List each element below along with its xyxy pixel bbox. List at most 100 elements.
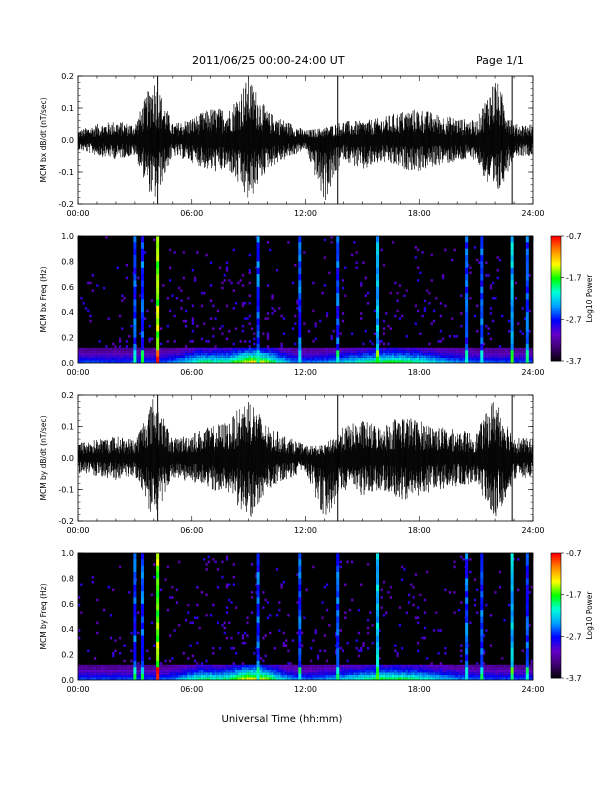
spectrogram-stripe xyxy=(525,610,529,617)
spectrogram-cell xyxy=(82,360,85,363)
spectrogram-cell xyxy=(407,357,411,361)
spectrogram-cell xyxy=(178,357,181,361)
spectrogram-cell xyxy=(405,672,408,675)
spectrogram-cell xyxy=(123,664,126,668)
spectrogram-cell xyxy=(446,352,449,356)
spectrogram-cell xyxy=(246,616,249,620)
spectrogram-cell xyxy=(501,677,504,680)
spectrogram-cell xyxy=(109,677,113,680)
spectrogram-cell xyxy=(282,677,286,680)
spectrogram-cell xyxy=(530,664,533,668)
spectrogram-cell xyxy=(341,347,345,351)
y-tick-label: 0.8 xyxy=(61,257,74,266)
spectrogram-cell xyxy=(448,350,452,353)
spectrogram-cell xyxy=(355,355,358,358)
spectrogram-cell xyxy=(198,357,201,361)
spectrogram-cell xyxy=(494,591,497,594)
spectrogram-cell xyxy=(137,667,140,670)
spectrogram-cell xyxy=(187,357,190,361)
spectrogram-cell xyxy=(234,347,238,351)
spectrogram-cell xyxy=(180,677,183,680)
spectrogram-cell xyxy=(353,360,356,363)
spectrogram-cell xyxy=(184,674,188,678)
spectrogram-cell xyxy=(159,677,163,680)
spectrogram-cell xyxy=(216,568,220,571)
spectrogram-cell xyxy=(346,667,349,670)
spectrogram-cell xyxy=(396,291,399,295)
spectrogram-cell xyxy=(82,667,85,670)
spectrogram-cell xyxy=(234,606,238,609)
spectrogram-cell xyxy=(171,596,174,599)
spectrogram-cell xyxy=(362,641,365,645)
spectrogram-cell xyxy=(396,360,399,363)
spectrogram-cell xyxy=(114,672,117,675)
spectrogram-cell xyxy=(521,307,524,310)
spectrogram-stripe xyxy=(256,248,260,256)
spectrogram-cell xyxy=(216,621,220,625)
spectrogram-cell xyxy=(287,672,290,675)
spectrogram-cell xyxy=(412,677,415,680)
spectrogram-cell xyxy=(219,347,222,351)
spectrogram-cell xyxy=(405,347,408,351)
spectrogram-cell xyxy=(378,667,381,670)
spectrogram-cell xyxy=(387,591,390,594)
spectrogram-cell xyxy=(314,347,317,351)
spectrogram-cell xyxy=(351,360,354,363)
spectrogram-cell xyxy=(184,672,188,675)
spectrogram-cell xyxy=(364,674,367,678)
spectrogram-cell xyxy=(435,296,438,300)
spectrogram-cell xyxy=(453,669,456,673)
spectrogram-cell xyxy=(469,360,472,363)
spectrogram-cell xyxy=(262,347,265,351)
spectrogram-cell xyxy=(239,350,242,353)
spectrogram-cell xyxy=(205,568,208,571)
spectrogram-cell xyxy=(182,251,185,254)
spectrogram-cell xyxy=(305,360,308,363)
spectrogram-cell xyxy=(394,352,397,356)
colorbar-segment xyxy=(551,283,561,287)
spectrogram-stripe xyxy=(480,305,484,313)
spectrogram-cell xyxy=(321,355,324,358)
spectrogram-cell xyxy=(241,347,245,351)
spectrogram-cell xyxy=(319,350,322,353)
spectrogram-cell xyxy=(166,608,169,612)
spectrogram-cell xyxy=(139,360,142,363)
spectrogram-cell xyxy=(93,350,97,353)
spectrogram-stripe xyxy=(510,324,514,332)
spectrogram-stripe xyxy=(336,660,340,668)
spectrogram-stripe xyxy=(525,337,529,345)
spectrogram-cell xyxy=(203,291,206,295)
spectrogram-cell xyxy=(164,578,167,581)
spectrogram-cell xyxy=(328,624,331,627)
spectrogram-cell xyxy=(164,357,167,361)
spectrogram-cell xyxy=(203,357,206,361)
spectrogram-cell xyxy=(248,672,251,675)
spectrogram-cell xyxy=(421,636,424,640)
spectrogram-cell xyxy=(250,667,254,670)
y-tick-label: 0.0 xyxy=(61,676,74,685)
spectrogram-cell xyxy=(316,667,320,670)
spectrogram-cell xyxy=(296,350,299,353)
spectrogram-stripe xyxy=(298,648,302,655)
spectrogram-cell xyxy=(187,674,190,678)
spectrogram-cell xyxy=(137,276,140,280)
spectrogram-cell xyxy=(173,677,176,680)
spectrogram-cell xyxy=(444,672,447,675)
spectrogram-cell xyxy=(321,672,324,675)
spectrogram-cell xyxy=(389,586,392,589)
spectrogram-cell xyxy=(362,355,365,358)
spectrogram-cell xyxy=(351,669,354,673)
spectrogram-cell xyxy=(296,347,299,351)
spectrogram-cell xyxy=(460,324,463,328)
spectrogram-stripe xyxy=(133,286,137,294)
spectrogram-cell xyxy=(426,357,429,361)
spectrogram-cell xyxy=(112,667,115,670)
spectrogram-cell xyxy=(391,664,395,668)
colorbar-segment xyxy=(551,350,561,354)
spectrogram-cell xyxy=(507,329,511,333)
spectrogram-cell xyxy=(291,350,295,353)
spectrogram-cell xyxy=(255,669,258,673)
colorbar-segment xyxy=(551,327,561,331)
colorbar-segment xyxy=(551,653,561,656)
spectrogram-stripe xyxy=(480,255,484,262)
